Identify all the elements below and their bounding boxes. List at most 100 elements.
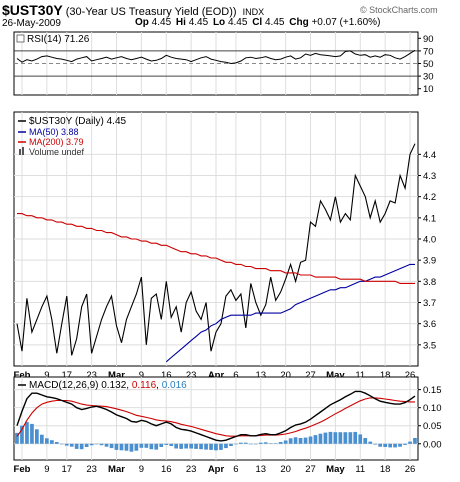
open-value: 4.45 xyxy=(151,17,172,28)
price-series-line-2 xyxy=(17,213,415,284)
price-tick-label: 3.5 xyxy=(423,340,436,351)
macd-histogram-bar xyxy=(388,443,392,448)
macd-histogram-bar xyxy=(239,442,243,444)
macd-histogram-bar xyxy=(129,443,134,452)
macd-tick-label: 0.05 xyxy=(423,421,442,432)
price-x-label: Feb xyxy=(14,370,31,381)
price-tick-label: 3.9 xyxy=(423,256,436,267)
macd-histogram-bar xyxy=(328,431,333,444)
macd-legend-signal-value: 0.116 xyxy=(132,380,157,391)
macd-histogram-bar xyxy=(194,443,198,449)
macd-histogram-bar xyxy=(84,443,89,447)
macd-histogram-bar xyxy=(144,443,149,448)
macd-histogram-bar xyxy=(40,434,44,444)
price-tick-label: 3.7 xyxy=(423,298,436,309)
rsi-legend-swatch xyxy=(16,34,25,43)
macd-histogram-bar xyxy=(368,441,373,444)
price-tick-label: 4.4 xyxy=(423,150,436,161)
macd-legend-label: MACD(12,26,9) xyxy=(29,380,101,391)
macd-histogram-bar xyxy=(104,443,109,447)
price-tick-label: 4.2 xyxy=(423,192,436,203)
price-x-label: 20 xyxy=(280,370,291,381)
macd-histogram-bar xyxy=(293,437,298,444)
legend-volume-bar-a xyxy=(19,149,21,155)
macd-x-label: Feb xyxy=(14,464,31,475)
legend-ma50-label: MA(50) 3.88 xyxy=(29,127,79,137)
macd-histogram-bar xyxy=(159,443,164,447)
macd-legend: MACD(12,26,9) 0.132, 0.116, 0.016 xyxy=(29,380,187,391)
macd-histogram-bar xyxy=(358,434,363,444)
macd-histogram-bar xyxy=(348,432,353,444)
macd-histogram-bar xyxy=(64,443,69,446)
macd-histogram-bar xyxy=(303,437,308,444)
symbol-label: $UST30Y xyxy=(2,2,63,18)
exchange-label: INDX xyxy=(242,7,265,17)
rsi-tick-label: 50 xyxy=(423,59,434,70)
copyright-label: © StockCharts.com xyxy=(360,5,438,15)
macd-x-label: 23 xyxy=(86,464,97,475)
macd-histogram-bar xyxy=(214,443,218,451)
macd-x-label: 9 xyxy=(139,464,144,475)
legend-volume-label: Volume undef xyxy=(29,147,85,157)
macd-histogram-bar xyxy=(234,443,238,445)
macd-histogram-bar xyxy=(288,438,293,444)
rsi-tick-label: 70 xyxy=(423,46,434,57)
low-label: Lo xyxy=(212,17,226,28)
macd-x-label: 11 xyxy=(355,464,365,475)
price-x-label: Apr xyxy=(208,370,225,381)
price-x-label: 6 xyxy=(233,370,238,381)
macd-legend-macd-value: 0.132, xyxy=(101,380,132,391)
macd-histogram-bar xyxy=(249,443,253,445)
macd-histogram-bar xyxy=(318,433,323,444)
price-x-label: Mar xyxy=(108,370,125,381)
macd-histogram-bar xyxy=(164,443,169,445)
change-value: +0.07 (+1.60%) xyxy=(311,17,381,28)
legend-price-label: $UST30Y (Daily) 4.45 xyxy=(29,116,127,127)
rsi-line xyxy=(16,49,416,65)
price-tick-label: 4.0 xyxy=(423,235,436,246)
macd-line xyxy=(16,390,416,442)
price-x-label: 18 xyxy=(380,370,391,381)
rsi-tick-label: 10 xyxy=(423,84,434,95)
macd-histogram-bar xyxy=(383,443,387,447)
price-x-label: 17 xyxy=(61,370,72,381)
macd-x-label: 9 xyxy=(44,464,49,475)
macd-tick-label: 0.10 xyxy=(423,403,442,414)
macd-legend-separator: , xyxy=(156,380,162,391)
macd-histogram-bar xyxy=(184,443,188,449)
macd-histogram-bar xyxy=(79,443,84,450)
macd-histogram-bar xyxy=(393,443,397,448)
macd-histogram-bar xyxy=(323,432,328,444)
macd-histogram-bar xyxy=(119,443,124,451)
macd-histogram-bar xyxy=(25,422,29,444)
macd-histogram-bar xyxy=(114,443,119,450)
macd-legend-hist-value: 0.016 xyxy=(162,380,187,391)
rsi-legend: RSI(14) 71.26 xyxy=(27,34,90,45)
price-x-label: 26 xyxy=(405,370,416,381)
macd-histogram-bar xyxy=(343,432,348,444)
macd-x-label: 23 xyxy=(186,464,197,475)
macd-histogram-bar xyxy=(30,423,34,444)
macd-histogram-bar xyxy=(258,442,263,444)
macd-x-label: 26 xyxy=(405,464,416,475)
macd-histogram-bar xyxy=(408,441,412,444)
macd-x-label: May xyxy=(326,464,345,475)
macd-histogram-bar xyxy=(273,443,278,444)
macd-histogram-bar xyxy=(244,442,248,444)
macd-histogram-bar xyxy=(69,443,74,447)
price-series-line-0 xyxy=(16,143,416,356)
macd-histogram-bar xyxy=(363,438,368,444)
price-panel: 3.5 3.6 3.7 3.8 3.9 4.0 4.1 4.2 4.3 4.4 Feb 9 17 23 Ma… xyxy=(13,111,436,381)
macd-histogram-bar xyxy=(298,438,303,444)
macd-histogram-bar xyxy=(54,442,59,444)
close-label: Cl xyxy=(252,17,263,28)
price-tick-label: 3.6 xyxy=(423,319,436,330)
macd-x-label: 18 xyxy=(380,464,391,475)
price-tick-label: 4.3 xyxy=(423,171,436,182)
price-tick-label: 3.8 xyxy=(423,277,436,288)
macd-x-label: 16 xyxy=(161,464,172,475)
price-x-label: May xyxy=(326,370,345,381)
price-x-label: 23 xyxy=(86,370,97,381)
